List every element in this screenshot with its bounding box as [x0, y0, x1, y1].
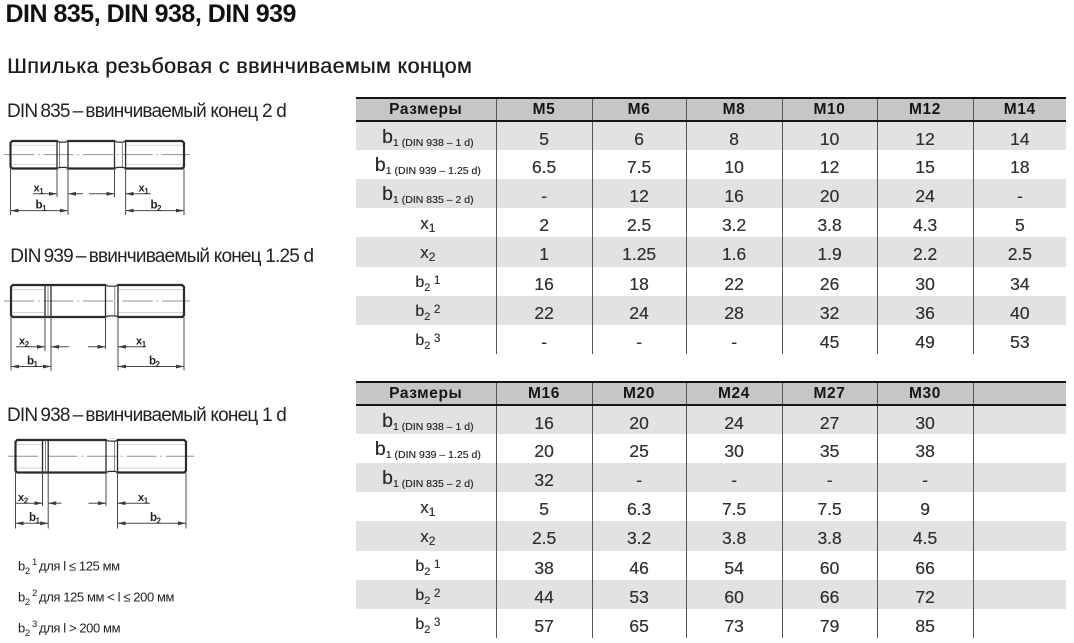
svg-text:1: 1 [36, 517, 41, 526]
svg-text:x: x [34, 183, 41, 195]
svg-text:1: 1 [42, 204, 47, 213]
svg-text:2: 2 [24, 497, 29, 506]
svg-text:x: x [138, 492, 145, 504]
svg-text:1: 1 [142, 340, 147, 349]
svg-text:2: 2 [157, 517, 162, 526]
svg-text:b: b [36, 200, 43, 212]
svg-text:1: 1 [34, 360, 39, 369]
svg-text:1: 1 [144, 497, 149, 506]
svg-text:1: 1 [39, 187, 44, 196]
svg-text:b: b [27, 355, 34, 367]
svg-text:x: x [139, 183, 146, 195]
svg-text:1: 1 [144, 187, 149, 196]
svg-text:b: b [150, 512, 157, 524]
svg-text:x: x [19, 336, 26, 348]
svg-text:b: b [29, 512, 36, 524]
svg-text:b: b [149, 355, 156, 367]
svg-text:b: b [151, 200, 158, 212]
svg-text:x: x [136, 336, 143, 348]
svg-text:2: 2 [25, 340, 30, 349]
svg-text:2: 2 [156, 360, 161, 369]
svg-text:2: 2 [157, 204, 162, 213]
svg-text:x: x [18, 492, 25, 504]
